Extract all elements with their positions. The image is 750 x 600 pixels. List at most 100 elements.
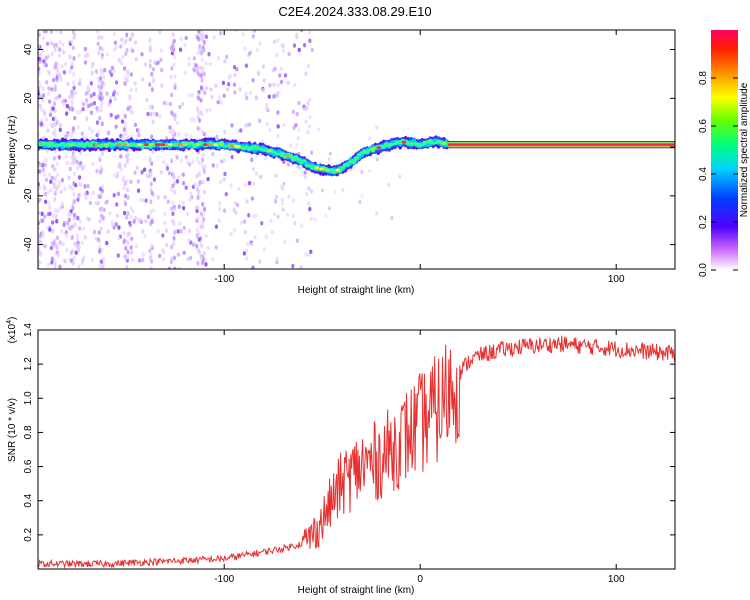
noise-dot (215, 163, 219, 168)
noise-dot (53, 197, 57, 202)
noise-dot (100, 35, 104, 41)
noise-dot (152, 111, 156, 116)
noise-dot (251, 78, 255, 83)
noise-dot (58, 123, 63, 128)
noise-dot (352, 166, 356, 171)
noise-dot (196, 172, 200, 178)
noise-dot (98, 244, 102, 250)
noise-dot (47, 71, 52, 76)
noise-dot (41, 168, 45, 174)
noise-dot (68, 211, 72, 217)
ridge-hotspot (213, 143, 218, 147)
noise-dot (286, 80, 290, 86)
noise-dot (65, 247, 69, 253)
noise-dot (55, 120, 59, 125)
noise-dot (38, 185, 41, 191)
noise-dot (358, 200, 362, 205)
ridge-hotspot (228, 144, 234, 147)
noise-dot (43, 186, 47, 191)
noise-dot (84, 98, 89, 103)
noise-dot (86, 85, 90, 90)
noise-dot (269, 218, 273, 224)
noise-dot (308, 115, 312, 120)
noise-dot (293, 82, 297, 88)
noise-dot (126, 211, 130, 216)
noise-dot (70, 235, 74, 241)
noise-dot (108, 69, 112, 74)
noise-dot (202, 40, 206, 45)
noise-dot (324, 213, 328, 218)
noise-dot (131, 110, 135, 115)
noise-dot (133, 81, 137, 86)
noise-dot (186, 211, 190, 217)
noise-dot (228, 73, 232, 79)
noise-dot (170, 158, 174, 164)
noise-dot (95, 120, 100, 125)
noise-dot (300, 30, 304, 33)
noise-dot (173, 180, 177, 186)
noise-dot (152, 177, 157, 182)
noise-dot (190, 92, 194, 98)
noise-dot (206, 245, 210, 251)
noise-dot (92, 91, 96, 97)
noise-dot (100, 264, 105, 269)
noise-dot (139, 198, 143, 203)
ridge-cell (339, 166, 346, 170)
noise-dot (178, 221, 182, 226)
noise-dot (167, 266, 171, 269)
noise-dot (168, 130, 172, 135)
noise-dot (254, 171, 259, 176)
noise-dot (156, 195, 160, 200)
noise-dot (126, 152, 130, 158)
noise-dot (100, 121, 104, 127)
noise-dot (224, 192, 228, 197)
noise-dot (273, 211, 277, 217)
noise-dot (71, 89, 75, 95)
noise-dot (272, 39, 277, 44)
noise-dot (58, 72, 62, 77)
noise-dot (43, 214, 47, 219)
noise-dot (38, 71, 41, 76)
noise-dot (198, 179, 202, 185)
noise-dot (244, 182, 248, 188)
noise-dot (72, 30, 76, 34)
noise-dot (143, 62, 148, 67)
noise-dot (195, 228, 199, 233)
noise-dot (212, 35, 216, 40)
noise-dot (38, 30, 41, 34)
noise-dot (55, 219, 59, 224)
noise-dot (78, 219, 82, 224)
ridge-cell (49, 141, 55, 146)
noise-dot (171, 200, 175, 206)
noise-dot (202, 47, 206, 53)
noise-dot (158, 114, 162, 119)
noise-dot (173, 116, 177, 122)
noise-dot (46, 190, 50, 195)
noise-dot (218, 206, 222, 212)
noise-dot (309, 249, 313, 255)
noise-dot (49, 179, 53, 184)
noise-dot (196, 126, 200, 131)
noise-dot (375, 157, 379, 162)
spectrogram-panel: -40 -20 0 20 40 -100 100 Height of straight l… (7, 29, 676, 296)
noise-dot (98, 92, 102, 97)
noise-dot (108, 211, 112, 216)
snr-x-label: Height of straight line (km) (298, 585, 415, 596)
noise-dot (170, 51, 174, 56)
figure-title: C2E4.2024.333.08.29.E10 (278, 4, 431, 19)
noise-dot (84, 101, 89, 107)
snr-scale-label: (x104) (6, 317, 18, 344)
noise-dot (49, 188, 53, 193)
noise-dot (148, 82, 152, 87)
noise-dot (99, 108, 103, 113)
noise-dot (49, 122, 53, 128)
noise-dot (182, 225, 186, 231)
noise-dot (170, 206, 174, 212)
noise-dot (71, 106, 75, 112)
noise-dot (144, 218, 148, 224)
noise-dot (122, 66, 127, 71)
noise-dot (75, 160, 79, 165)
noise-dot (287, 51, 291, 57)
noise-dot (66, 220, 70, 226)
noise-dot (148, 248, 152, 254)
